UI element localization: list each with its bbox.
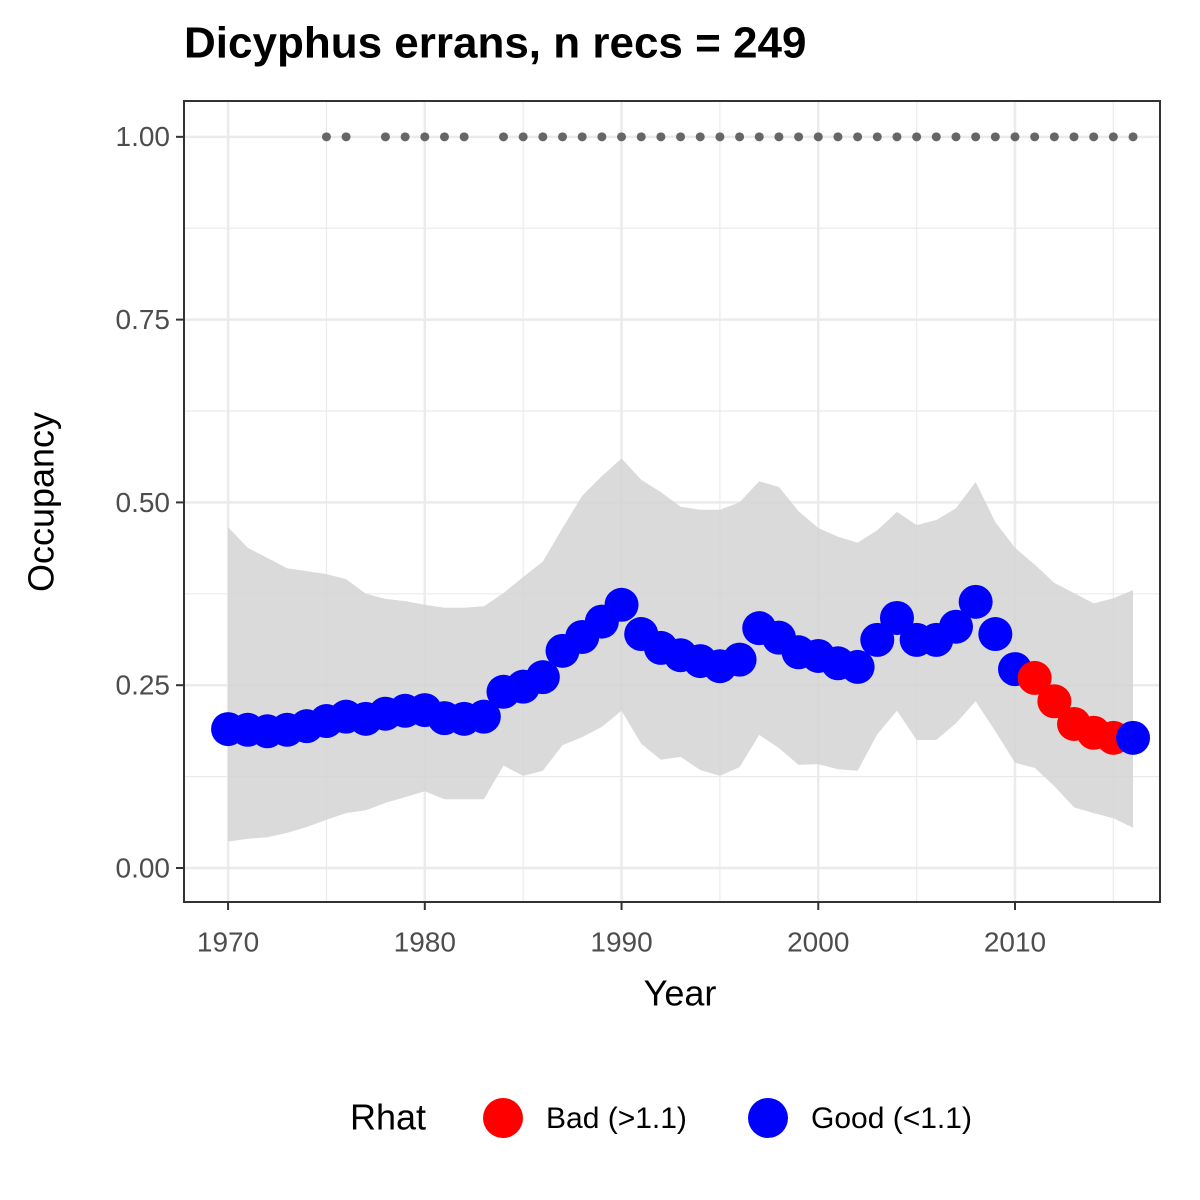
record-dot	[636, 132, 646, 142]
occupancy-point	[879, 600, 914, 635]
y-tick-label: 0.00	[116, 852, 171, 883]
record-dot	[990, 132, 1000, 142]
occupancy-point	[938, 609, 973, 644]
x-tick-label: 1980	[394, 926, 456, 957]
y-tick-label: 1.00	[116, 121, 171, 152]
record-dot	[715, 132, 725, 142]
record-dot	[892, 132, 902, 142]
record-dot	[420, 132, 430, 142]
legend-label: Good (<1.1)	[811, 1102, 972, 1135]
record-dot	[676, 132, 686, 142]
x-tick-label: 1970	[197, 926, 259, 957]
occupancy-point	[978, 617, 1013, 652]
record-dot	[1030, 132, 1040, 142]
record-dot	[459, 132, 469, 142]
record-dot	[400, 132, 410, 142]
record-dot	[931, 132, 941, 142]
record-dot	[380, 132, 390, 142]
y-axis-label: Occupancy	[21, 412, 62, 592]
record-dot	[577, 132, 587, 142]
chart-title: Dicyphus errans, n recs = 249	[184, 19, 806, 68]
record-dot	[617, 132, 627, 142]
record-dot	[912, 132, 922, 142]
record-dot	[1069, 132, 1079, 142]
record-dot	[872, 132, 882, 142]
record-dot	[1010, 132, 1020, 142]
legend-swatch	[483, 1098, 523, 1138]
y-tick-label: 0.50	[116, 487, 171, 518]
record-dot	[1089, 132, 1099, 142]
record-dot	[695, 132, 705, 142]
record-dot	[1128, 132, 1138, 142]
occupancy-point	[722, 642, 757, 677]
record-dot	[558, 132, 568, 142]
record-dot	[951, 132, 961, 142]
record-dot	[538, 132, 548, 142]
record-dot	[754, 132, 764, 142]
record-dot	[774, 132, 784, 142]
x-tick-label: 2010	[984, 926, 1046, 957]
record-dot	[735, 132, 745, 142]
record-dot	[813, 132, 823, 142]
occupancy-point	[1116, 720, 1151, 755]
y-tick-label: 0.25	[116, 670, 171, 701]
record-dot	[853, 132, 863, 142]
record-dot	[656, 132, 666, 142]
record-dot	[498, 132, 508, 142]
legend-title: Rhat	[350, 1097, 426, 1138]
record-dot	[1108, 132, 1118, 142]
occupancy-point	[1017, 660, 1052, 695]
x-tick-label: 2000	[787, 926, 849, 957]
record-dot	[518, 132, 528, 142]
record-dot	[597, 132, 607, 142]
record-dot	[794, 132, 804, 142]
record-dot	[971, 132, 981, 142]
legend-label: Bad (>1.1)	[546, 1102, 687, 1135]
occupancy-point	[604, 587, 639, 622]
occupancy-point	[958, 584, 993, 619]
x-tick-label: 1990	[590, 926, 652, 957]
occupancy-point	[466, 699, 501, 734]
record-dot	[321, 132, 331, 142]
legend-swatch	[748, 1098, 788, 1138]
y-tick-label: 0.75	[116, 304, 171, 335]
occupancy-point	[1037, 684, 1072, 719]
occupancy-point	[525, 660, 560, 695]
occupancy-point	[860, 622, 895, 657]
record-dot	[1049, 132, 1059, 142]
record-dot	[439, 132, 449, 142]
record-dot	[341, 132, 351, 142]
record-dot	[833, 132, 843, 142]
x-axis-label: Year	[644, 973, 717, 1014]
occupancy-point	[840, 649, 875, 684]
